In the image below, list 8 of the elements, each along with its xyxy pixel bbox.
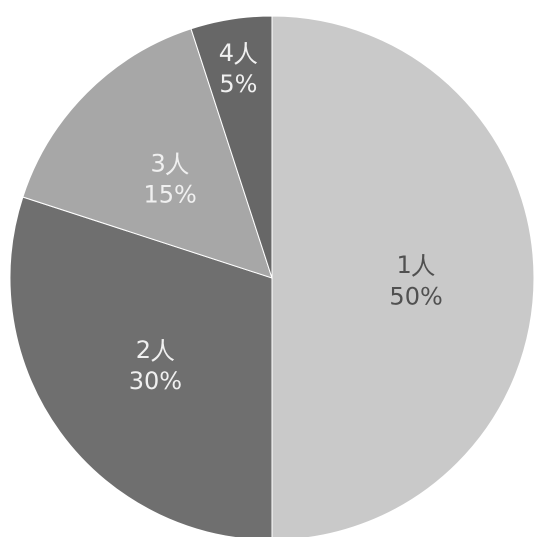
slice-label: 3人 xyxy=(150,149,190,178)
slice-label: 1人 xyxy=(396,251,436,280)
data-label: 15% xyxy=(143,180,197,209)
data-label: 30% xyxy=(128,367,182,396)
slice-label: 4人 xyxy=(218,39,258,68)
data-label: 5% xyxy=(219,70,258,98)
data-label: 50% xyxy=(389,282,443,310)
slice-label: 2人 xyxy=(136,336,176,364)
